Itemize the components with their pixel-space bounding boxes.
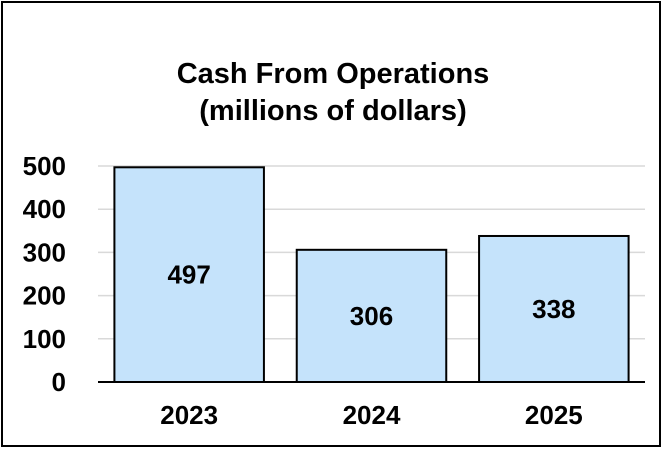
bars: 497 306 338 bbox=[113, 166, 630, 383]
y-tick-label: 100 bbox=[23, 324, 66, 354]
y-tick-label: 0 bbox=[52, 367, 66, 397]
bar-value-label: 306 bbox=[350, 301, 393, 331]
chart-title-line-2: (millions of dollars) bbox=[199, 95, 466, 127]
bar-value-label: 497 bbox=[167, 260, 210, 290]
bar-2025 bbox=[478, 234, 630, 383]
bar-value-label: 338 bbox=[532, 294, 575, 324]
x-axis-categories: 2023 2024 2025 bbox=[160, 400, 583, 430]
bar-2024 bbox=[295, 248, 448, 383]
y-tick-label: 400 bbox=[23, 194, 66, 224]
x-category-label: 2025 bbox=[525, 400, 583, 430]
y-axis-ticks: 0 100 200 300 400 500 bbox=[23, 151, 66, 397]
y-tick-label: 300 bbox=[23, 237, 66, 267]
chart-title-line-1: Cash From Operations bbox=[177, 58, 490, 90]
y-tick-label: 500 bbox=[23, 151, 66, 181]
y-tick-label: 200 bbox=[23, 281, 66, 311]
x-category-label: 2023 bbox=[160, 400, 218, 430]
x-category-label: 2024 bbox=[343, 400, 401, 430]
